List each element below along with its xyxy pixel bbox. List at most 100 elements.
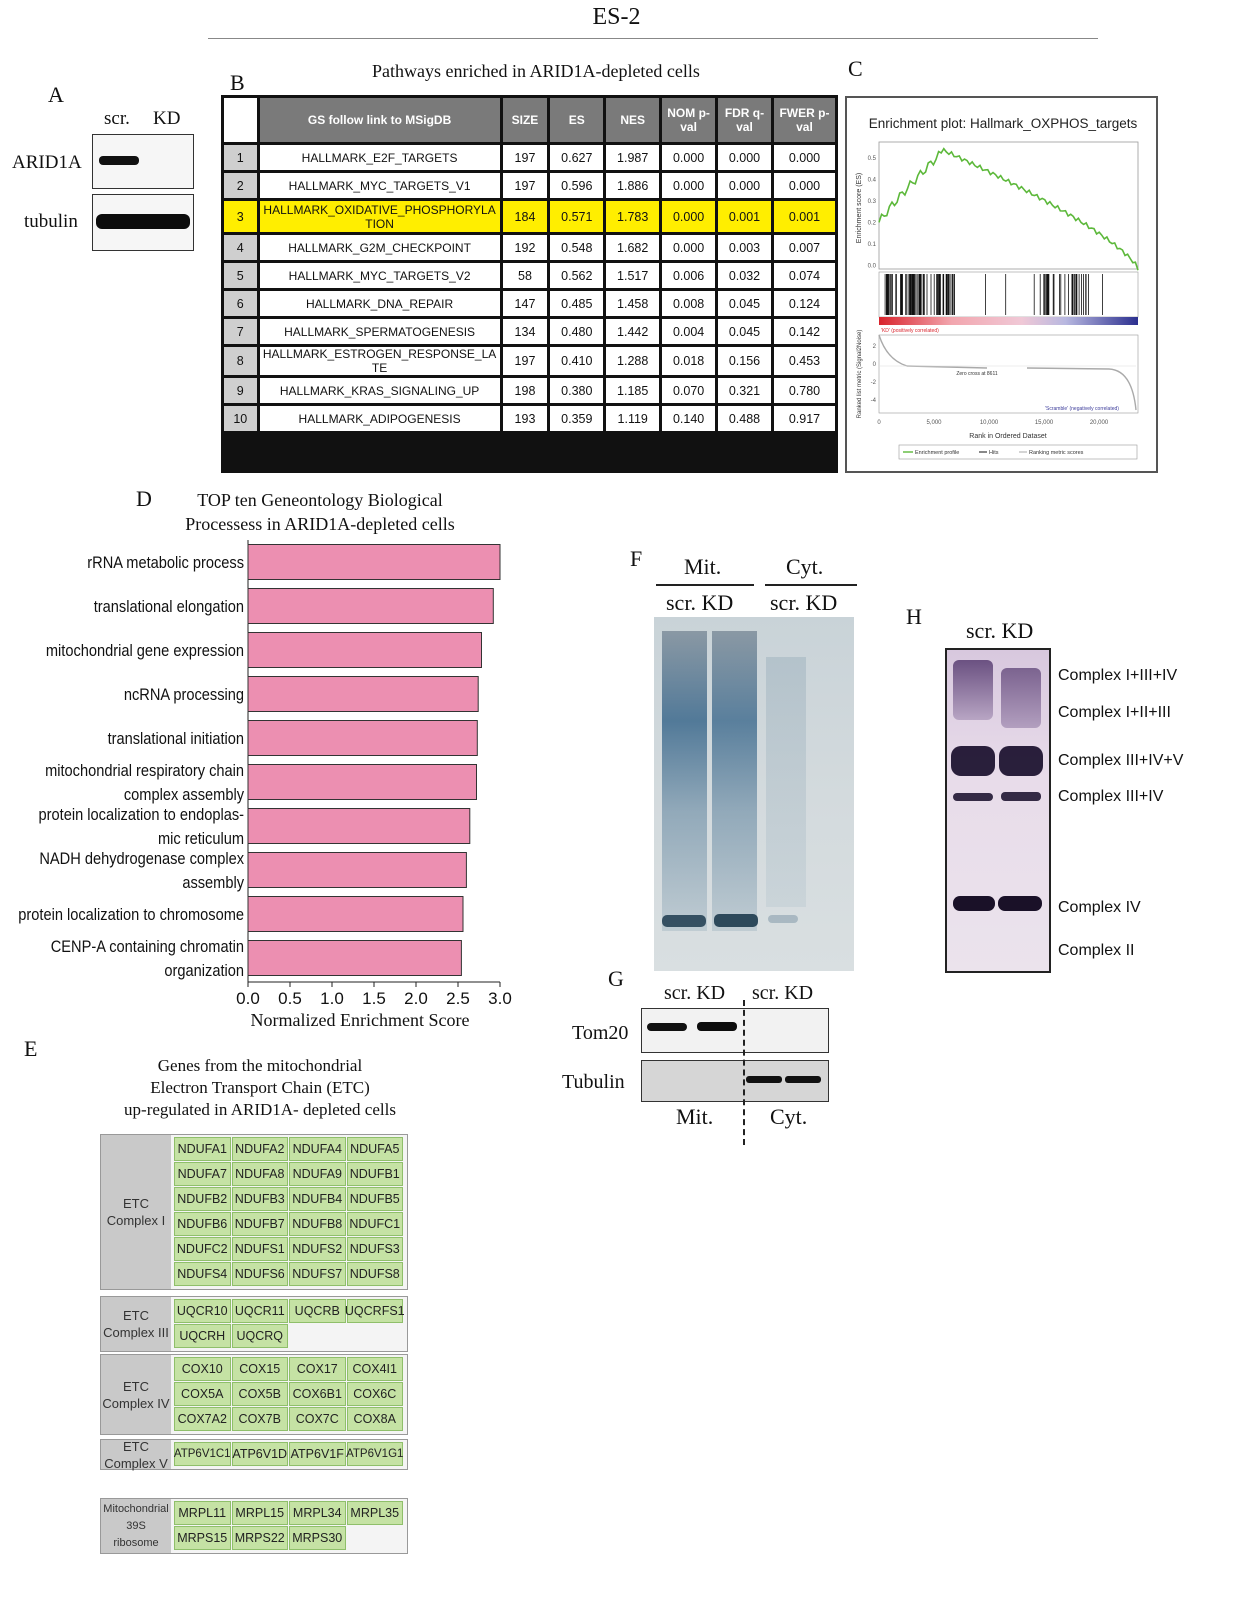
- x-tick-label: 3.0: [488, 989, 512, 1008]
- gene-cell: NDUFC1: [346, 1212, 403, 1236]
- panel-a-lane-kd: KD: [153, 108, 181, 129]
- es-tick-label: 0.2: [868, 221, 877, 227]
- es-ylabel: Enrichment score (ES): [856, 173, 863, 243]
- gene-cell: COX7A2: [174, 1407, 231, 1431]
- panel-g-lanes-mit: scr. KD: [664, 982, 726, 1004]
- x-tick-label: 20,000: [1090, 420, 1109, 426]
- header-blank: [224, 98, 257, 142]
- cell-idx: 4: [224, 235, 257, 260]
- panel-d-title-1: TOP ten Geneontology Biological: [197, 490, 443, 510]
- es-tick-label: 0.1: [868, 242, 877, 248]
- cell-size: 184: [502, 201, 548, 232]
- gene-group-label-line: ETC: [123, 1308, 149, 1323]
- gene-cell: NDUFC2: [174, 1237, 231, 1261]
- gene-cell: COX8A: [346, 1407, 403, 1431]
- pos-correlated-label: 'KD' (positively correlated): [881, 328, 939, 334]
- panel-a-lane-scr: scr.: [104, 108, 130, 129]
- cell-name: HALLMARK_MYC_TARGETS_V1: [259, 173, 500, 198]
- cell-fdr: 0.003: [718, 235, 771, 260]
- cell-nom: 0.000: [662, 145, 716, 170]
- panel-h-letter: H: [906, 604, 922, 629]
- title-rule: [208, 38, 1098, 39]
- gene-cell: UQCRB: [289, 1299, 346, 1323]
- cell-fdr: 0.045: [718, 291, 771, 316]
- band-label: Complex III+IV+V: [1058, 752, 1184, 769]
- cell-fwer: 0.001: [773, 201, 835, 232]
- es-tick-label: 0.3: [868, 199, 877, 205]
- panel-f-lanes-cyt: scr. KD: [770, 590, 838, 615]
- panel-e-title-1: Genes from the mitochondrial: [157, 1056, 363, 1075]
- bar: [247, 940, 462, 976]
- cell-idx: 6: [224, 291, 257, 316]
- gene-cell: NDUFB6: [174, 1212, 231, 1236]
- metric-tick-label: 2: [873, 344, 877, 350]
- cell-nom: 0.140: [662, 406, 716, 431]
- gene-cell: MRPS30: [289, 1526, 346, 1550]
- category-label: assembly: [182, 874, 244, 892]
- bar: [247, 676, 479, 712]
- bar: [247, 764, 477, 800]
- table-row: 7 HALLMARK_SPERMATOGENESIS 134 0.480 1.442 0.…: [224, 319, 835, 344]
- cell-es: 0.380: [550, 378, 604, 403]
- tubulin-blot-g: [641, 1060, 829, 1102]
- tom20-blot: [641, 1008, 829, 1053]
- cell-nes: 1.987: [606, 145, 660, 170]
- cell-es: 0.485: [550, 291, 604, 316]
- cell-es: 0.410: [550, 347, 604, 375]
- bar: [247, 544, 501, 580]
- panel-g-letter: G: [608, 966, 624, 991]
- category-label: translational initiation: [108, 730, 244, 748]
- gene-group-label: ETC Complex I: [101, 1135, 171, 1289]
- gene-cell: UQCR11: [231, 1299, 288, 1323]
- panel-g-row-tom20: Tom20: [572, 1022, 629, 1044]
- panel-h-lanes: scr. KD: [966, 618, 1034, 643]
- table-row: 2 HALLMARK_MYC_TARGETS_V1 197 0.596 1.886 0.0…: [224, 173, 835, 198]
- header-gs: GS follow link to MSigDB: [259, 98, 500, 142]
- gene-cell: MRPL11: [174, 1501, 231, 1525]
- band-label: Complex I+II+III: [1058, 704, 1171, 721]
- gene-cell: ATP6V1G1: [346, 1442, 403, 1466]
- enrichment-plot: Enrichment plot: Hallmark_OXPHOS_targets…: [845, 96, 1158, 473]
- panel-a-row-tubulin: tubulin: [24, 211, 78, 232]
- enrichment-plot-svg: Enrichment plot: Hallmark_OXPHOS_targets…: [856, 116, 1139, 460]
- cell-fwer: 0.000: [773, 145, 835, 170]
- cell-nes: 1.682: [606, 235, 660, 260]
- gene-group-label-line: Mitochondrial: [103, 1502, 169, 1515]
- cell-fdr: 0.321: [718, 378, 771, 403]
- cell-fwer: 0.000: [773, 173, 835, 198]
- header-es: ES: [550, 98, 604, 142]
- cell-es: 0.480: [550, 319, 604, 344]
- gene-group-label: Mitochondrial 39S ribosome: [101, 1499, 171, 1553]
- gene-cell: MRPL15: [231, 1501, 288, 1525]
- gene-group: ETC Complex I NDUFA1 NDUFA2 NDUFA4 NDUFA5 NDUF…: [100, 1134, 408, 1290]
- gene-cell: MRPL34: [289, 1501, 346, 1525]
- gene-cell: COX6B1: [289, 1382, 346, 1406]
- panel-e-title-2: Electron Transport Chain (ETC): [150, 1078, 370, 1097]
- category-label: protein localization to chromosome: [18, 906, 244, 924]
- cell-name: HALLMARK_G2M_CHECKPOINT: [259, 235, 500, 260]
- category-label: protein localization to endoplas-: [39, 806, 244, 824]
- table-row: 3 HALLMARK_OXIDATIVE_PHOSPHORYLATION 184 0.…: [224, 201, 835, 232]
- cell-name: HALLMARK_MYC_TARGETS_V2: [259, 263, 500, 288]
- cell-idx: 2: [224, 173, 257, 198]
- cell-nes: 1.185: [606, 378, 660, 403]
- panel-f-rule-mit: [656, 584, 754, 586]
- table-row: 1 HALLMARK_E2F_TARGETS 197 0.627 1.987 0.000 0…: [224, 145, 835, 170]
- gene-group-label: ETC Complex III: [101, 1297, 171, 1351]
- gene-group-label-line: ETC: [123, 1196, 149, 1211]
- gene-cell: ATP6V1D: [231, 1442, 288, 1466]
- panel-a-row-arid1a: ARID1A: [12, 152, 82, 173]
- gene-group: ETC Complex V ATP6V1C1 ATP6V1D ATP6V1F ATP6V1…: [100, 1439, 408, 1471]
- header-fwer: FWER p-val: [773, 98, 835, 142]
- cell-fdr: 0.032: [718, 263, 771, 288]
- cell-size: 197: [502, 145, 548, 170]
- cell-fdr: 0.000: [718, 173, 771, 198]
- gene-cell: NDUFA5: [346, 1137, 403, 1161]
- panel-e-letter: E: [24, 1036, 38, 1061]
- cell-es: 0.359: [550, 406, 604, 431]
- header-nes: NES: [606, 98, 660, 142]
- cell-es: 0.562: [550, 263, 604, 288]
- gene-group-label: ETC Complex IV: [101, 1355, 171, 1434]
- cell-size: 147: [502, 291, 548, 316]
- gene-cell: NDUFS1: [231, 1237, 288, 1261]
